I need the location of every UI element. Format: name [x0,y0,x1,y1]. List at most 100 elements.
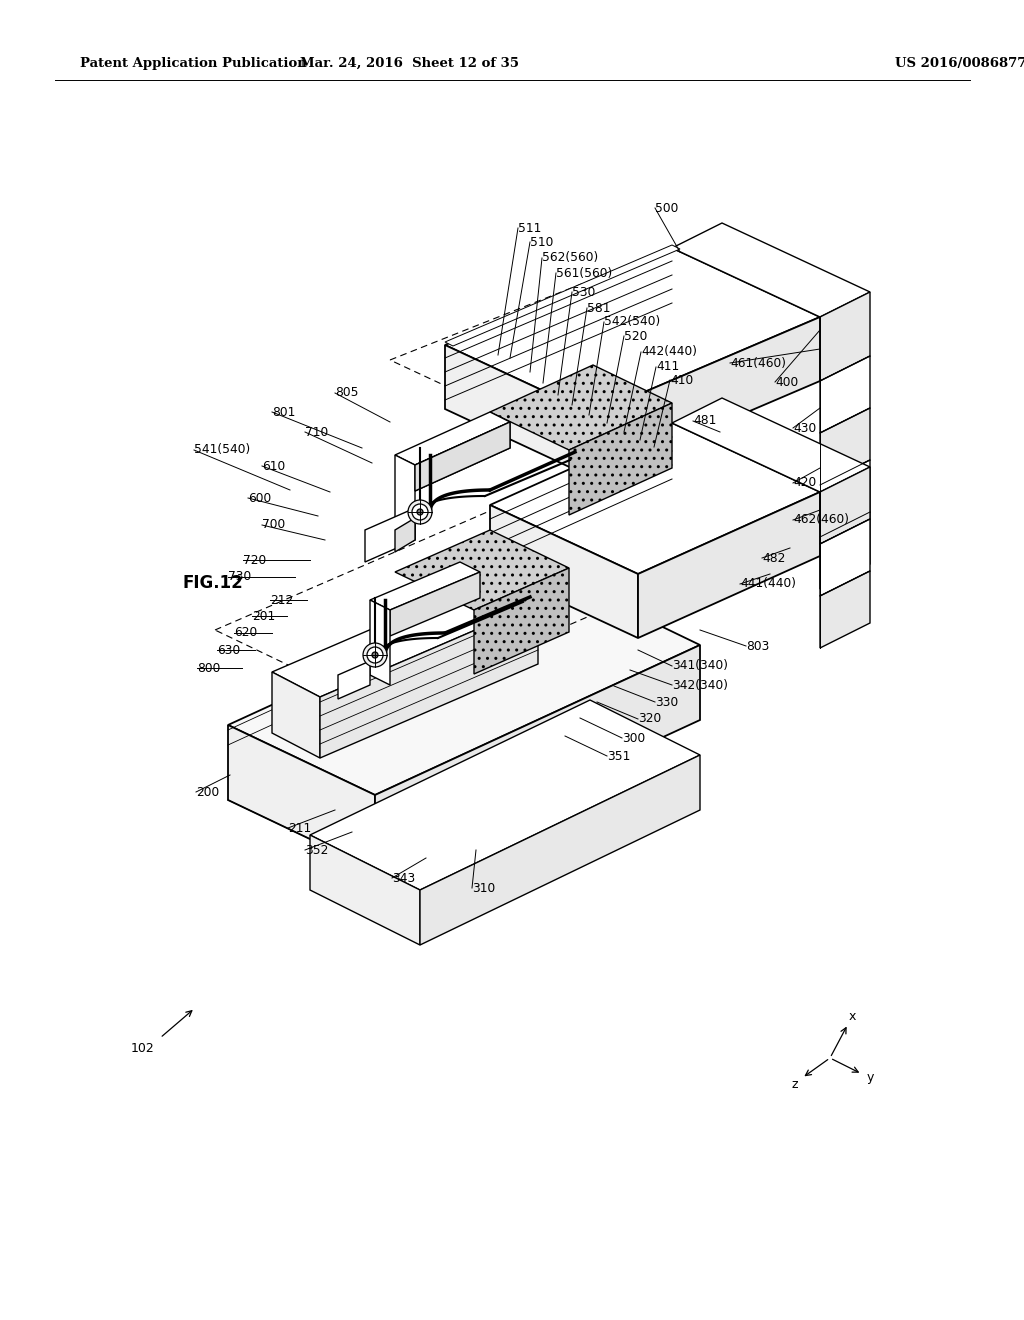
Text: 542(540): 542(540) [604,315,660,329]
Text: 430: 430 [793,421,816,434]
Polygon shape [445,248,820,414]
Text: 212: 212 [270,594,293,606]
Polygon shape [820,408,870,484]
Polygon shape [390,572,480,636]
Polygon shape [820,519,870,597]
Polygon shape [820,292,870,381]
Polygon shape [272,578,538,697]
Text: Mar. 24, 2016  Sheet 12 of 35: Mar. 24, 2016 Sheet 12 of 35 [300,57,519,70]
Text: 341(340): 341(340) [672,660,728,672]
Text: 581: 581 [587,301,610,314]
Circle shape [408,500,432,524]
Polygon shape [319,603,538,758]
Text: 442(440): 442(440) [641,346,697,359]
Text: 400: 400 [775,375,799,388]
Polygon shape [420,755,700,945]
Polygon shape [228,725,375,870]
Circle shape [412,504,428,520]
Text: 411: 411 [656,360,679,374]
Polygon shape [593,317,820,478]
Text: 530: 530 [572,285,595,298]
Text: 320: 320 [638,713,662,726]
Text: 310: 310 [472,882,496,895]
Text: 800: 800 [197,661,220,675]
Text: 541(540): 541(540) [194,444,250,457]
Text: 410: 410 [670,374,693,387]
Text: 801: 801 [272,405,295,418]
Text: 200: 200 [196,785,219,799]
Text: 462(460): 462(460) [793,513,849,527]
Circle shape [372,652,378,657]
Text: 441(440): 441(440) [740,578,796,590]
Text: 630: 630 [217,644,241,656]
Polygon shape [672,223,870,317]
Circle shape [367,647,383,663]
Polygon shape [445,246,680,346]
Text: US 2016/0086877 A1: US 2016/0086877 A1 [895,57,1024,70]
Polygon shape [338,661,370,700]
Text: 420: 420 [793,477,816,490]
Text: FIG.12: FIG.12 [183,574,244,591]
Polygon shape [395,517,415,552]
Polygon shape [395,455,415,540]
Text: 710: 710 [305,425,329,438]
Polygon shape [375,645,700,870]
Text: 720: 720 [243,553,266,566]
Polygon shape [395,531,569,610]
Polygon shape [395,412,510,465]
Circle shape [362,643,387,667]
Polygon shape [228,576,700,795]
Text: 562(560): 562(560) [542,252,598,264]
Polygon shape [820,459,870,537]
Polygon shape [490,422,820,574]
Polygon shape [415,422,510,491]
Text: 500: 500 [655,202,678,214]
Polygon shape [638,492,820,638]
Text: 803: 803 [746,639,769,652]
Text: 481: 481 [693,414,717,428]
Text: 600: 600 [248,491,271,504]
Text: 300: 300 [622,731,645,744]
Polygon shape [310,700,700,890]
Text: Patent Application Publication: Patent Application Publication [80,57,307,70]
Polygon shape [820,467,870,544]
Text: 520: 520 [624,330,647,342]
Text: 352: 352 [305,843,329,857]
Text: 461(460): 461(460) [730,356,786,370]
Text: 805: 805 [335,387,358,400]
Text: 510: 510 [530,235,553,248]
Text: 700: 700 [262,519,286,532]
Polygon shape [272,672,319,758]
Polygon shape [569,403,672,515]
Text: 561(560): 561(560) [556,267,612,280]
Text: 511: 511 [518,222,542,235]
Polygon shape [820,356,870,433]
Text: 211: 211 [288,821,311,834]
Polygon shape [365,508,415,562]
Polygon shape [370,601,390,685]
Polygon shape [415,422,510,491]
Text: 343: 343 [392,871,416,884]
Polygon shape [672,399,870,492]
Text: 610: 610 [262,459,286,473]
Text: z: z [792,1077,799,1090]
Circle shape [417,510,423,515]
Text: 330: 330 [655,696,678,709]
Polygon shape [474,568,569,675]
Polygon shape [490,366,672,450]
Text: 102: 102 [131,1041,155,1055]
Polygon shape [490,506,638,638]
Polygon shape [820,572,870,648]
Text: 201: 201 [252,610,275,623]
Text: y: y [866,1072,873,1085]
Text: 620: 620 [234,627,257,639]
Text: 482: 482 [762,552,785,565]
Text: 351: 351 [607,750,631,763]
Polygon shape [310,836,420,945]
Text: 342(340): 342(340) [672,678,728,692]
Polygon shape [820,512,870,589]
Text: x: x [848,1010,856,1023]
Polygon shape [445,345,593,478]
Polygon shape [370,562,480,610]
Text: 730: 730 [228,570,251,583]
